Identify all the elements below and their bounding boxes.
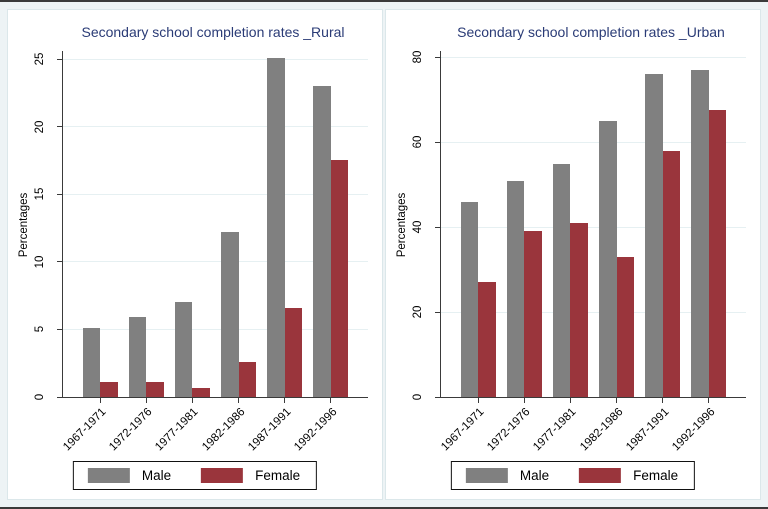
y-tick-label: 40: [412, 220, 424, 234]
bar-female-1992-1996: [708, 110, 727, 397]
legend-swatch-female: [579, 468, 622, 483]
bar-male-1992-1996: [313, 86, 331, 397]
legend-entry-male: Male: [87, 468, 187, 483]
legend-label-male: Male: [519, 468, 550, 483]
bar-female-1977-1981: [192, 388, 210, 397]
bar-male-1967-1971: [82, 328, 101, 397]
y-tick-mark: [57, 58, 63, 60]
legend-entry-male: Male: [465, 468, 565, 483]
bar-male-1982-1986: [599, 121, 617, 397]
y-tick-mark: [435, 396, 441, 398]
bar-female-1967-1971: [478, 282, 496, 397]
x-tick-mark: [284, 397, 286, 403]
rural-chart-title: Secondary school completion rates _Rural: [81, 24, 345, 40]
legend-label-female: Female: [633, 468, 679, 483]
legend-entry-female: Female: [201, 468, 302, 483]
bar-male-1977-1981: [174, 302, 193, 397]
bar-female-1967-1971: [100, 382, 118, 397]
x-tick-mark: [708, 397, 710, 403]
bar-male-1972-1976: [128, 317, 147, 397]
bar-male-1992-1996: [691, 70, 709, 397]
rural-legend: Male Female: [72, 461, 318, 490]
x-tick-mark: [477, 397, 479, 403]
bar-female-1972-1976: [524, 231, 542, 397]
bar-male-1982-1986: [221, 232, 239, 397]
rural-plot-area: 0 5 10 15 20 25 1967-1971 1972-1976 1977-1981 198…: [34, 51, 368, 453]
urban-plot-area: 0 20 40 60 80 1967-1971 1972-1976 1977-1981 1982…: [412, 51, 746, 453]
y-tick-label: 20: [412, 305, 424, 319]
bar-female-1972-1976: [146, 382, 164, 397]
bar-female-1987-1991: [284, 307, 303, 397]
gridline: [441, 141, 746, 143]
x-tick-mark: [616, 397, 618, 403]
y-tick-label: 60: [412, 135, 424, 149]
x-tick-mark: [662, 397, 664, 403]
y-tick-mark: [57, 396, 63, 398]
x-tick-mark: [569, 397, 571, 403]
x-tick-mark: [330, 397, 332, 403]
gridline: [441, 226, 746, 228]
gridline: [63, 261, 368, 263]
legend-label-female: Female: [255, 468, 301, 483]
y-tick-mark: [435, 311, 441, 313]
y-tick-label: 20: [34, 120, 46, 134]
y-tick-label: 5: [34, 326, 46, 333]
bar-male-1972-1976: [506, 180, 525, 397]
x-tick-mark: [145, 397, 147, 403]
gridline: [63, 126, 368, 128]
x-tick-mark: [99, 397, 101, 403]
y-tick-mark: [57, 261, 63, 263]
gridline: [63, 193, 368, 195]
y-tick-label: 80: [412, 50, 424, 64]
y-tick-label: 10: [34, 255, 46, 269]
x-tick-mark: [238, 397, 240, 403]
bar-male-1967-1971: [460, 201, 479, 397]
bar-female-1982-1986: [238, 361, 257, 397]
bar-female-1977-1981: [570, 222, 588, 397]
legend-swatch-female: [201, 468, 244, 483]
gridline: [63, 58, 368, 60]
y-tick-mark: [57, 328, 63, 330]
y-tick-mark: [435, 141, 441, 143]
bar-female-1982-1986: [616, 256, 635, 397]
y-tick-label: 15: [34, 187, 46, 201]
bar-male-1987-1991: [267, 57, 285, 397]
bar-male-1977-1981: [552, 163, 571, 397]
y-tick-label: 25: [34, 52, 46, 66]
bar-female-1992-1996: [330, 160, 349, 397]
bar-male-1987-1991: [645, 74, 663, 397]
legend-swatch-male: [87, 468, 130, 483]
bar-female-1987-1991: [662, 150, 681, 397]
gridline: [441, 311, 746, 313]
rural-chart-panel: Secondary school completion rates _Rural…: [7, 9, 383, 500]
legend-entry-female: Female: [579, 468, 680, 483]
y-tick-mark: [57, 193, 63, 195]
y-tick-mark: [57, 126, 63, 128]
urban-y-axis-label: Percentages: [396, 192, 408, 258]
gridline: [441, 56, 746, 58]
y-tick-label: 0: [412, 393, 424, 401]
urban-chart-title: Secondary school completion rates _Urban: [457, 24, 725, 40]
legend-swatch-male: [465, 468, 508, 483]
rural-y-axis-label: Percentages: [18, 192, 30, 258]
x-tick-mark: [523, 397, 525, 403]
gridline: [63, 328, 368, 330]
urban-chart-panel: Secondary school completion rates _Urban…: [385, 9, 761, 500]
y-tick-label: 0: [34, 393, 46, 401]
urban-legend: Male Female: [450, 461, 696, 490]
legend-label-male: Male: [141, 468, 172, 483]
y-tick-mark: [435, 56, 441, 58]
y-tick-mark: [435, 226, 441, 228]
x-tick-mark: [191, 397, 193, 403]
